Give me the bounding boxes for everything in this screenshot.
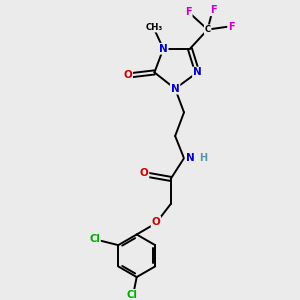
Text: N: N [171,84,179,94]
Text: N: N [185,153,194,163]
Text: Cl: Cl [89,234,100,244]
Text: O: O [140,168,148,178]
Text: F: F [185,7,192,17]
Text: O: O [123,70,132,80]
Text: F: F [228,22,235,32]
Text: F: F [210,5,217,15]
Text: H: H [199,153,207,163]
Text: O: O [152,217,160,227]
Text: CH₃: CH₃ [146,23,163,32]
Text: N: N [159,44,168,54]
Text: C: C [205,25,211,34]
Text: Cl: Cl [127,290,138,300]
Text: N: N [193,68,202,77]
